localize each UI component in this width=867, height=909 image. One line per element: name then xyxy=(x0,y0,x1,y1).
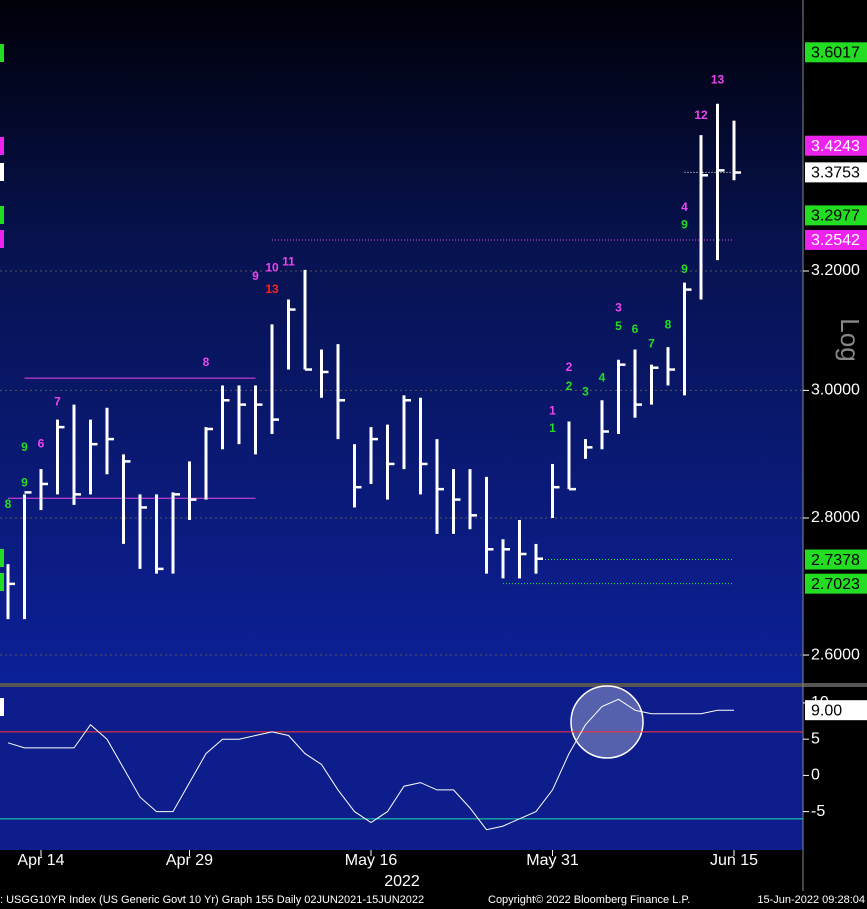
x-tick-label: May 16 xyxy=(345,852,398,869)
y-tick-label: 5 xyxy=(811,730,820,747)
td-count: 12 xyxy=(694,108,708,122)
price-label: 3.6017 xyxy=(811,45,860,62)
price-label: 2.7378 xyxy=(811,552,860,569)
x-axis-area xyxy=(0,850,803,891)
marker xyxy=(0,230,4,248)
price-label-box xyxy=(805,162,867,183)
x-year: 2022 xyxy=(384,873,420,890)
y-tick-label: 3.2000 xyxy=(811,262,860,279)
marker xyxy=(0,206,4,224)
y-tick-label: 3.0000 xyxy=(811,382,860,399)
x-tick-label: Jun 15 xyxy=(710,852,758,869)
last-label: 9.00 xyxy=(811,702,842,719)
td-count: 9 xyxy=(21,475,28,489)
price-label: 2.7023 xyxy=(811,576,860,593)
td-count: 2 xyxy=(566,379,573,393)
panel-divider xyxy=(0,683,867,687)
y-tick-label: -5 xyxy=(811,803,825,820)
td-count: 6 xyxy=(38,436,45,450)
price-label-box xyxy=(805,229,867,250)
indicator-panel xyxy=(0,687,803,850)
td-count: 8 xyxy=(665,318,672,332)
price-label: 3.2542 xyxy=(811,232,860,249)
y-tick-label: 2.6000 xyxy=(811,646,860,663)
footer xyxy=(0,891,867,909)
footer-center: Copyright© 2022 Bloomberg Finance L.P. xyxy=(488,894,690,906)
td-count: 9 xyxy=(681,218,688,232)
td-count: 9 xyxy=(21,440,28,454)
price-label-box xyxy=(805,205,867,226)
td-count: 13 xyxy=(711,72,725,86)
indicator-line xyxy=(7,698,734,831)
td-count: 5 xyxy=(615,319,622,333)
td-count: 4 xyxy=(681,200,688,214)
x-tick-label: Apr 29 xyxy=(166,852,213,869)
price-label: 3.2977 xyxy=(811,208,860,225)
x-tick-label: May 31 xyxy=(526,852,579,869)
marker xyxy=(0,549,4,567)
footer-right: 15-Jun-2022 09:28:04 xyxy=(757,894,865,906)
marker xyxy=(0,137,4,155)
marker xyxy=(0,698,4,716)
left-markers xyxy=(0,44,4,716)
x-tick-label: Apr 14 xyxy=(17,852,64,869)
last-label-box xyxy=(805,700,867,721)
td-count: 6 xyxy=(632,322,639,336)
td-count: 7 xyxy=(648,336,655,350)
price-label-box xyxy=(805,42,867,63)
td-count: 8 xyxy=(203,355,210,369)
td-count: 1 xyxy=(549,404,556,418)
y-tick-label: 2.8000 xyxy=(811,509,860,526)
price-label: 3.3753 xyxy=(811,165,860,182)
td-count: 13 xyxy=(265,282,279,296)
footer-left: : USGG10YR Index (US Generic Govt 10 Yr)… xyxy=(0,894,424,906)
price-label-box xyxy=(805,549,867,570)
marker xyxy=(0,44,4,62)
marker xyxy=(0,573,4,591)
price-label-box xyxy=(805,573,867,594)
td-count: 4 xyxy=(599,370,606,384)
td-count: 2 xyxy=(566,360,573,374)
y-tick-label: 0 xyxy=(811,767,820,784)
price-label: 3.4243 xyxy=(811,138,860,155)
highlight-circle xyxy=(570,685,644,759)
td-count: 7 xyxy=(54,394,61,408)
td-count: 1 xyxy=(549,421,556,435)
marker xyxy=(0,163,4,181)
td-count: 3 xyxy=(615,301,622,315)
td-count: 9 xyxy=(252,269,259,283)
td-count: 10 xyxy=(265,260,279,274)
td-count: 8 xyxy=(5,497,12,511)
td-count: 9 xyxy=(681,262,688,276)
log-label: Log xyxy=(835,318,865,361)
td-count: 11 xyxy=(282,255,295,269)
price-label-box xyxy=(805,135,867,156)
price-panel xyxy=(0,0,803,683)
td-count: 3 xyxy=(582,384,589,398)
